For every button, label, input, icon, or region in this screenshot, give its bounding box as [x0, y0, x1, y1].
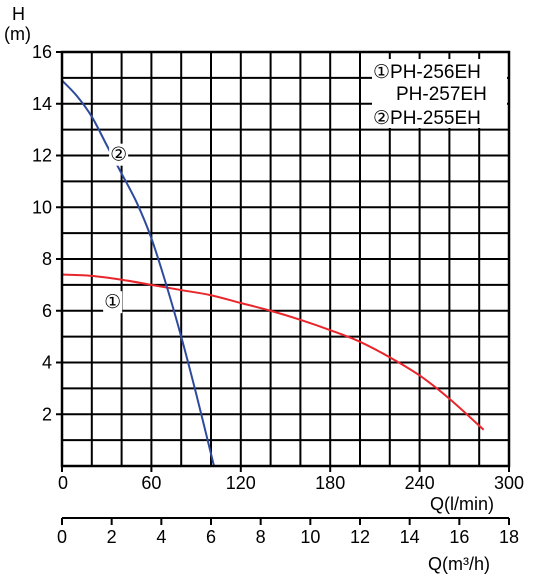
x2-tick-label: 14 — [400, 527, 420, 547]
legend-entry-3: ②PH-255EH — [373, 108, 481, 129]
x-tick-label: 0 — [58, 473, 68, 493]
y-tick-label: 14 — [32, 94, 52, 114]
y-tick-label: 10 — [32, 197, 52, 217]
series-label-bg — [103, 291, 123, 314]
series-line-2 — [61, 79, 215, 467]
x2-tick-label: 8 — [256, 527, 266, 547]
y-tick-label: 8 — [42, 249, 52, 269]
y-tick-label: 12 — [32, 146, 52, 166]
axes — [56, 50, 511, 525]
x-axis-label: Q(l/min) — [430, 494, 494, 514]
y-tick-label: 2 — [42, 404, 52, 424]
series-label-2: ② — [110, 144, 127, 166]
x-tick-label: 300 — [494, 473, 524, 493]
x2-tick-label: 6 — [206, 527, 216, 547]
legend-entry-2: PH-257EH — [396, 84, 487, 105]
x2-tick-label: 0 — [57, 527, 67, 547]
legend-entry-1: ①PH-256EH — [373, 62, 481, 83]
x-tick-label: 180 — [315, 473, 345, 493]
labels: 2 4 6 8 10 12 14 16 0 60 120 180 240 300 0 2 4 6 8 10 12 14 16… — [32, 42, 524, 547]
y-axis-label: H — [12, 4, 25, 24]
y-tick-label: 6 — [42, 301, 52, 321]
x2-tick-label: 16 — [449, 527, 469, 547]
x2-tick-label: 2 — [107, 527, 117, 547]
legend-box — [372, 59, 507, 128]
x2-axis-label: Q(m³/h) — [428, 554, 490, 574]
y-axis-unit: (m) — [4, 24, 31, 44]
x2-tick-label: 18 — [499, 527, 519, 547]
y-tick-label: 16 — [32, 42, 52, 62]
y-tick-label: 4 — [42, 353, 52, 373]
x2-tick-label: 4 — [156, 527, 166, 547]
series-label-1: ① — [104, 291, 121, 313]
curves — [61, 79, 485, 467]
x2-tick-label: 10 — [300, 527, 320, 547]
x-tick-label: 120 — [226, 473, 256, 493]
series-label-bg — [109, 143, 129, 166]
x-tick-label: 240 — [405, 473, 435, 493]
x2-tick-label: 12 — [350, 527, 370, 547]
x-tick-label: 60 — [141, 473, 161, 493]
series-line-1 — [61, 273, 485, 431]
